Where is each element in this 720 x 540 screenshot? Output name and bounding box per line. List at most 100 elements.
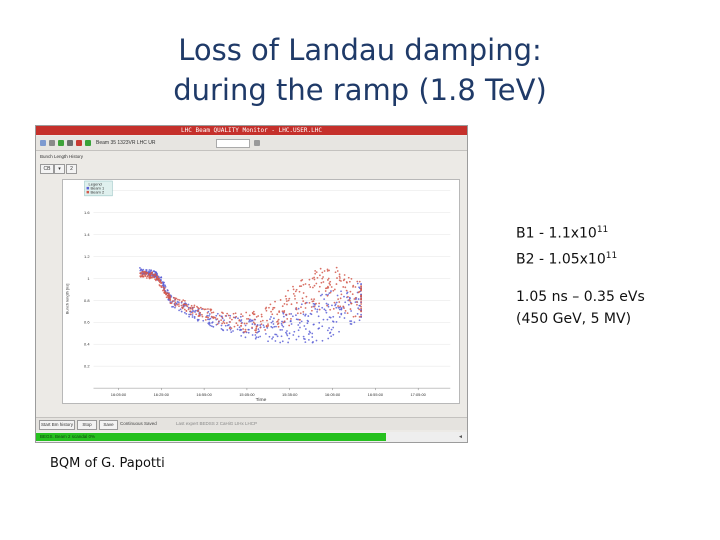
beam2-data-point <box>191 311 194 314</box>
beam1-data-point <box>297 307 300 310</box>
stop-button[interactable]: Stop <box>77 420 97 430</box>
beam2-data-point <box>255 325 258 328</box>
pause-icon[interactable] <box>67 140 73 146</box>
panel-button-cb[interactable]: CB <box>40 164 54 174</box>
beam1-data-point <box>271 326 274 329</box>
beam2-data-point <box>260 323 263 325</box>
beam2-data-point <box>218 314 221 317</box>
beam1-data-point <box>188 315 190 318</box>
back-icon[interactable] <box>49 140 55 146</box>
beam2-data-point <box>326 304 328 307</box>
beam2-data-point <box>324 287 327 290</box>
legend-entry-beam1: Beam 1 <box>91 185 105 190</box>
status-text: BEGS. Beam 2 scandal 0% <box>40 434 96 439</box>
beam2-data-point <box>286 303 288 306</box>
beam2-data-point <box>174 301 177 304</box>
beam2-data-point <box>174 298 177 301</box>
y-axis-label: Bunch length [ns] <box>65 284 70 315</box>
beam1-data-point <box>288 337 290 340</box>
beam2-data-point <box>329 280 332 283</box>
beam2-data-point <box>198 307 200 310</box>
beam1-data-point <box>187 306 190 309</box>
beam2-data-point <box>242 328 245 330</box>
beam2-data-point <box>139 272 142 275</box>
panel-dropdown-icon[interactable]: ▾ <box>54 164 65 174</box>
status-end-icon[interactable]: ◄ <box>458 434 463 440</box>
play-icon[interactable] <box>58 140 64 146</box>
beam1-data-point <box>248 320 251 323</box>
beam1-data-point <box>292 334 295 336</box>
beam2-data-point <box>159 285 161 287</box>
y-tick-label: 0.8 <box>84 298 90 303</box>
beam1-data-point <box>325 293 328 296</box>
beam1-data-point <box>249 318 251 321</box>
beam2-data-point <box>271 313 274 316</box>
beam2-data-point <box>344 309 347 312</box>
x-tick-label: 16:05:00 <box>325 392 341 397</box>
beam2-data-point <box>154 274 157 277</box>
beam1-data-point <box>288 332 291 335</box>
beam2-data-point <box>320 281 323 284</box>
beam1-data-point <box>179 308 182 311</box>
beam2-data-point <box>313 305 316 308</box>
add-icon[interactable] <box>85 140 91 146</box>
beam1-data-point <box>338 330 340 333</box>
app-toolbar: Beam 35 1323VR LHC UR <box>36 136 467 151</box>
beam1-data-point <box>360 313 362 316</box>
beam2-data-point <box>347 295 349 298</box>
beam2-data-point <box>142 275 145 278</box>
beam2-data-point <box>197 309 200 312</box>
stop-icon[interactable] <box>76 140 82 146</box>
beam1-data-point <box>266 327 269 329</box>
beam2-data-point <box>243 330 246 333</box>
params-line2: (450 GeV, 5 MV) <box>516 311 632 327</box>
beam2-data-point <box>151 271 153 274</box>
beam1-data-point <box>335 301 338 304</box>
beam2-data-point <box>356 301 358 303</box>
beam2-data-point <box>162 286 165 289</box>
start-history-button[interactable]: Start Bm history <box>39 420 75 430</box>
beam1-data-point <box>163 281 165 284</box>
beam1-data-point <box>229 328 232 331</box>
beam1-data-point <box>358 319 361 322</box>
beam2-data-point <box>157 277 160 280</box>
settings-icon[interactable] <box>254 140 260 146</box>
beam2-data-point <box>274 300 276 303</box>
beam1-data-point <box>318 327 321 329</box>
beam1-data-point <box>248 328 250 331</box>
beam2-data-point <box>292 288 295 291</box>
beam1-data-point <box>335 306 338 309</box>
y-tick-label: 1.4 <box>84 232 90 237</box>
toolbar-search-field[interactable] <box>216 139 250 148</box>
beam2-data-point <box>282 321 285 324</box>
beam2-data-point <box>261 319 264 322</box>
home-icon[interactable] <box>40 140 46 146</box>
bunch-length-plot: 0.20.40.60.811.21.41.61.816:05:0016:25:0… <box>62 179 460 404</box>
beam1-data-point <box>185 313 188 315</box>
beam1-data-point <box>287 341 290 344</box>
beam2-data-point <box>222 321 225 323</box>
slide-title-line2: during the ramp (1.8 TeV) <box>173 73 547 107</box>
x-tick-label: 16:55:00 <box>368 392 384 397</box>
beam1-data-point <box>279 341 282 344</box>
beam1-data-point <box>300 320 303 323</box>
x-tick-label: 17:05:00 <box>410 392 426 397</box>
beam2-data-point <box>156 277 158 280</box>
legend-swatch-beam2 <box>86 190 90 194</box>
beam1-data-point <box>302 313 305 316</box>
panel-button-2[interactable]: 2 <box>66 164 77 174</box>
beam1-data-point <box>285 333 288 335</box>
beam1-data-point <box>350 310 353 312</box>
beam1-data-point <box>330 335 333 338</box>
beam2-data-point <box>354 315 357 318</box>
beam1-data-point <box>239 328 242 331</box>
beam1-data-point <box>282 315 285 318</box>
beam1-data-point <box>258 330 261 333</box>
beam2-data-point <box>285 313 287 316</box>
beam1-data-point <box>315 339 318 342</box>
beam2-data-point <box>269 303 272 306</box>
beam2-data-point <box>201 315 204 318</box>
save-button[interactable]: Save <box>99 420 118 430</box>
beam2-data-point <box>142 273 145 275</box>
beam1-data-point <box>257 336 260 339</box>
